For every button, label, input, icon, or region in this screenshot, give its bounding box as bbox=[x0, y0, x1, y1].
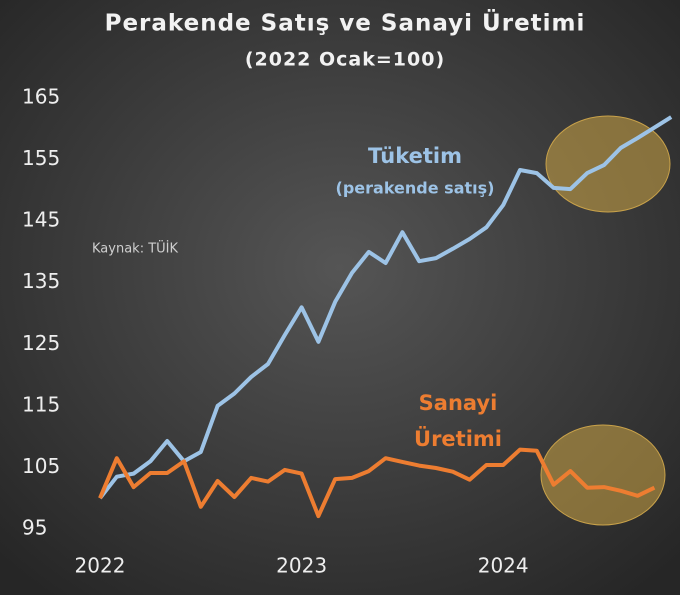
annotation: Üretimi bbox=[414, 426, 502, 451]
y-tick-label: 155 bbox=[22, 146, 60, 170]
x-tick-label: 2023 bbox=[276, 554, 327, 578]
y-tick-label: 95 bbox=[22, 516, 47, 540]
y-tick-label: 115 bbox=[22, 392, 60, 416]
annotation: Sanayi bbox=[419, 391, 498, 415]
source-note: Kaynak: TÜİK bbox=[92, 240, 178, 257]
series-line bbox=[98, 115, 673, 500]
series-line bbox=[98, 447, 656, 519]
y-tick-label: 105 bbox=[22, 454, 60, 478]
y-tick-label: 165 bbox=[22, 85, 60, 109]
annotation: (perakende satış) bbox=[336, 179, 495, 198]
y-tick-label: 145 bbox=[22, 208, 60, 232]
y-tick-label: 125 bbox=[22, 331, 60, 355]
y-tick-label: 135 bbox=[22, 269, 60, 293]
x-tick-label: 2024 bbox=[478, 554, 529, 578]
highlight bbox=[540, 424, 666, 526]
chart-title: Perakende Satış ve Sanayi Üretimi bbox=[105, 9, 586, 37]
annotation: Tüketim bbox=[368, 144, 462, 168]
chart-subtitle: (2022 Ocak=100) bbox=[245, 49, 445, 71]
highlight bbox=[545, 115, 671, 213]
x-tick-label: 2022 bbox=[75, 554, 126, 578]
